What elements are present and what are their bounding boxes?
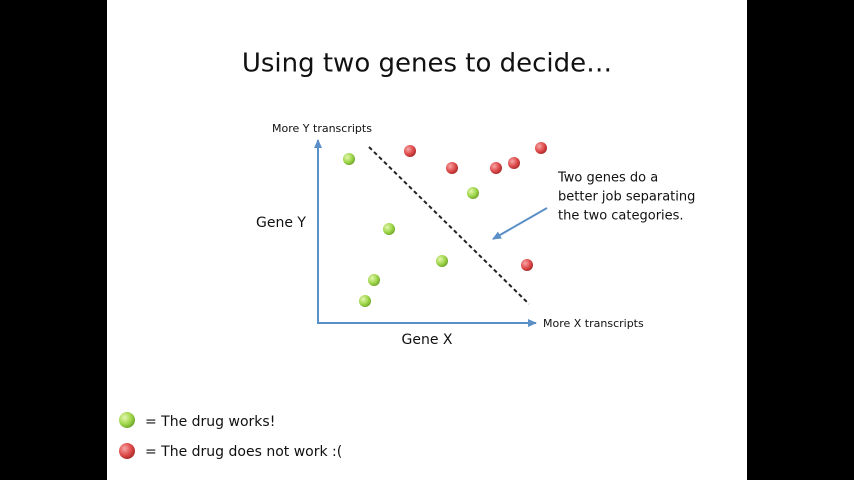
annotation-line: Two genes do a xyxy=(557,171,658,186)
point xyxy=(436,255,448,267)
x-axis-label: Gene X xyxy=(402,332,453,348)
annotation-arrow xyxy=(492,207,548,240)
x-axis-end-label: More X transcripts xyxy=(543,317,644,330)
point xyxy=(383,223,395,235)
green-points xyxy=(343,153,479,307)
y-axis-label: Gene Y xyxy=(256,215,306,231)
title: Using two genes to decide… xyxy=(242,49,612,79)
annotation-line: the two categories. xyxy=(558,209,684,224)
red-points xyxy=(404,142,547,271)
point xyxy=(535,142,547,154)
point xyxy=(467,187,479,199)
point xyxy=(343,153,355,165)
legend-label: = The drug works! xyxy=(145,414,275,430)
point xyxy=(359,295,371,307)
point xyxy=(368,274,380,286)
legend-green-swatch xyxy=(119,412,135,428)
point xyxy=(490,162,502,174)
point xyxy=(508,157,520,169)
legend-red-swatch xyxy=(119,443,135,459)
separator-line xyxy=(368,146,530,305)
y-axis-end-label: More Y transcripts xyxy=(272,122,372,135)
point xyxy=(404,145,416,157)
legend-label: = The drug does not work :( xyxy=(145,444,342,460)
point xyxy=(446,162,458,174)
point xyxy=(521,259,533,271)
slide xyxy=(107,0,747,480)
annotation-line: better job separating xyxy=(558,190,695,205)
